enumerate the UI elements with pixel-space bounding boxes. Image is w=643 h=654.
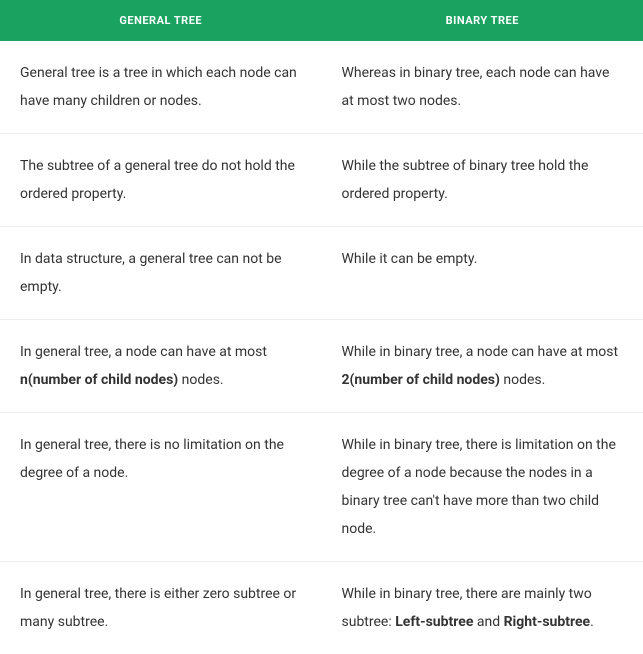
- bold-text: n(number of child nodes): [20, 372, 178, 388]
- col-header-binary: BINARY TREE: [322, 0, 643, 41]
- cell-general: In general tree, there is either zero su…: [0, 562, 322, 654]
- table-row: In data structure, a general tree can no…: [0, 227, 643, 320]
- bold-text: 2(number of child nodes): [342, 372, 500, 388]
- table-row: General tree is a tree in which each nod…: [0, 41, 643, 134]
- cell-binary: While in binary tree, a node can have at…: [322, 320, 643, 413]
- bold-text: Left-subtree: [395, 614, 473, 630]
- cell-general: The subtree of a general tree do not hol…: [0, 134, 322, 227]
- cell-binary: While it can be empty.: [322, 227, 643, 320]
- table-header-row: GENERAL TREE BINARY TREE: [0, 0, 643, 41]
- table-row: In general tree, a node can have at most…: [0, 320, 643, 413]
- comparison-table: GENERAL TREE BINARY TREE General tree is…: [0, 0, 643, 654]
- bold-text: Right-subtree: [504, 614, 591, 630]
- cell-general: In data structure, a general tree can no…: [0, 227, 322, 320]
- cell-binary: While the subtree of binary tree hold th…: [322, 134, 643, 227]
- cell-binary: Whereas in binary tree, each node can ha…: [322, 41, 643, 134]
- cell-general: General tree is a tree in which each nod…: [0, 41, 322, 134]
- cell-binary: While in binary tree, there is limitatio…: [322, 413, 643, 562]
- table-row: The subtree of a general tree do not hol…: [0, 134, 643, 227]
- cell-general: In general tree, there is no limitation …: [0, 413, 322, 562]
- cell-general: In general tree, a node can have at most…: [0, 320, 322, 413]
- cell-binary: While in binary tree, there are mainly t…: [322, 562, 643, 654]
- table-row: In general tree, there is no limitation …: [0, 413, 643, 562]
- table-body: General tree is a tree in which each nod…: [0, 41, 643, 654]
- table-row: In general tree, there is either zero su…: [0, 562, 643, 654]
- col-header-general: GENERAL TREE: [0, 0, 322, 41]
